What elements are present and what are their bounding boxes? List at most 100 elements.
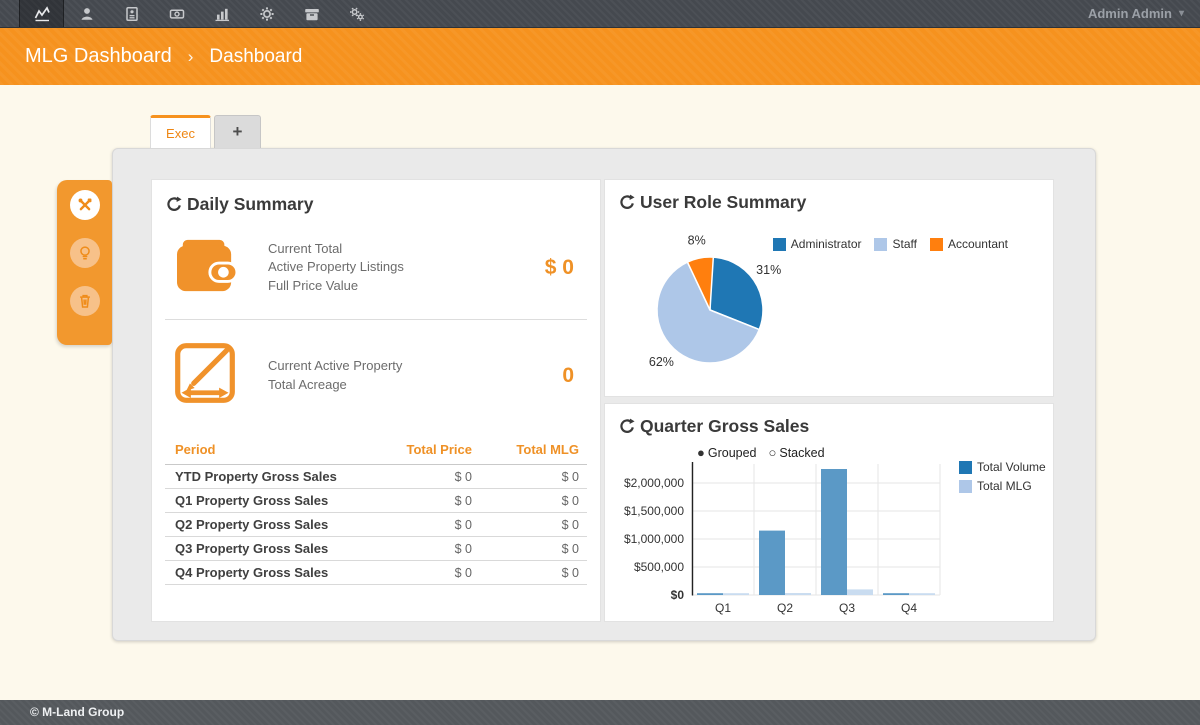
radio-label: Stacked: [779, 445, 825, 460]
legend-item-accountant[interactable]: Accountant: [929, 237, 1008, 251]
tab-exec[interactable]: Exec: [150, 115, 211, 148]
bar-total-volume-q1[interactable]: [697, 593, 723, 595]
ideas-button[interactable]: [69, 238, 100, 268]
table-row: Q3 Property Gross Sales $ 0 $ 0: [165, 536, 587, 561]
refresh-daily-summary-button[interactable]: [165, 196, 182, 213]
pie-value-label: 8%: [688, 233, 706, 247]
cogs-icon: [349, 7, 364, 21]
copyright-text: © M-Land Group: [30, 705, 125, 719]
tools-button[interactable]: [69, 190, 100, 220]
acreage-icon: [175, 343, 235, 403]
bar-chart-icon: [215, 8, 229, 21]
radio-stacked[interactable]: ○ Stacked: [769, 445, 825, 460]
lightbulb-icon: [79, 246, 90, 260]
daily-summary-panel: Daily Summary Current Total Active Prope…: [151, 179, 601, 622]
gear-icon: [259, 6, 274, 21]
y-axis-tick-label: $500,000: [634, 560, 684, 574]
nav-item-gear[interactable]: [244, 0, 289, 27]
footer: © M-Land Group: [0, 700, 1200, 725]
bar-total-mlg-q3[interactable]: [847, 589, 873, 595]
column-header-period: Period: [165, 434, 373, 465]
nav-item-id-card[interactable]: [109, 0, 154, 27]
radio-selected-icon: ●: [697, 445, 705, 460]
nav-item-cogs[interactable]: [334, 0, 379, 27]
nav-item-money[interactable]: [154, 0, 199, 27]
x-axis-tick-label: Q4: [901, 601, 917, 615]
money-icon: [169, 9, 184, 19]
pie-slice-administrator[interactable]: [709, 256, 764, 331]
x-axis-tick-label: Q3: [839, 601, 855, 615]
trash-button[interactable]: [69, 286, 100, 316]
nav-item-bar-chart[interactable]: [199, 0, 244, 27]
add-tab-icon: +: [232, 122, 243, 141]
total-price-cell: $ 0: [373, 464, 480, 489]
period-cell: Q2 Property Gross Sales: [165, 512, 373, 537]
period-cell: Q4 Property Gross Sales: [165, 560, 373, 585]
legend-item-staff[interactable]: Staff: [874, 237, 917, 251]
metric-value: 0: [562, 363, 574, 387]
user-role-pie-chart: 31% 62% 8%: [649, 233, 781, 369]
add-tab-button[interactable]: +: [214, 115, 261, 148]
wallet-icon: [177, 237, 239, 292]
legend-item-total-mlg[interactable]: Total MLG: [959, 479, 1046, 493]
pie-legend: Administrator Staff Accountant: [772, 237, 1008, 251]
refresh-user-role-button[interactable]: [618, 194, 635, 211]
legend-label: Total Volume: [977, 460, 1046, 474]
pie-value-label: 31%: [756, 263, 781, 277]
bar-mode-selector: ● Grouped ○ Stacked: [697, 445, 825, 460]
legend-label: Total MLG: [977, 479, 1032, 493]
column-header-total-price: Total Price: [373, 434, 480, 465]
total-mlg-cell: $ 0: [480, 536, 587, 561]
tools-icon: [78, 198, 91, 211]
users-icon: [81, 7, 92, 20]
legend-label: Administrator: [790, 237, 862, 251]
bar-total-mlg-q2[interactable]: [785, 593, 811, 595]
total-mlg-cell: $ 0: [480, 488, 587, 513]
breadcrumb-page[interactable]: Dashboard: [209, 45, 303, 67]
nav-item-line-chart[interactable]: [19, 0, 64, 27]
gross-sales-table: Period Total Price Total MLG YTD Propert…: [165, 434, 587, 585]
total-mlg-cell: $ 0: [480, 560, 587, 585]
dashboard-tabs: Exec +: [150, 115, 261, 148]
bar-total-mlg-q1[interactable]: [723, 593, 749, 595]
trash-icon: [79, 294, 90, 308]
legend-item-total-volume[interactable]: Total Volume: [959, 460, 1046, 474]
tab-exec-label: Exec: [166, 125, 195, 141]
pie-value-label: 62%: [649, 355, 674, 369]
bar-total-volume-q2[interactable]: [759, 530, 785, 595]
x-axis-tick-label: Q1: [715, 601, 731, 615]
panel-title: Quarter Gross Sales: [640, 416, 810, 436]
user-menu-label: Admin Admin: [1087, 6, 1172, 21]
table-row: YTD Property Gross Sales $ 0 $ 0: [165, 464, 587, 489]
legend-item-administrator[interactable]: Administrator: [772, 237, 862, 251]
period-cell: Q3 Property Gross Sales: [165, 536, 373, 561]
panel-title: User Role Summary: [640, 192, 807, 212]
radio-grouped[interactable]: ● Grouped: [697, 445, 757, 460]
total-price-cell: $ 0: [373, 560, 480, 585]
bar-total-mlg-q4[interactable]: [909, 593, 935, 595]
legend-swatch: [772, 237, 786, 251]
nav-item-archive[interactable]: [289, 0, 334, 27]
total-mlg-cell: $ 0: [480, 464, 587, 489]
refresh-quarter-sales-button[interactable]: [618, 418, 635, 435]
quarter-gross-sales-bar-chart: $0 $500,000 $1,000,000 $1,500,000 $2,000,000…: [624, 462, 941, 615]
pie-slice-staff[interactable]: [656, 261, 761, 364]
top-navbar: Admin Admin ▾: [0, 0, 1200, 28]
user-menu[interactable]: Admin Admin ▾: [1088, 0, 1200, 27]
legend-swatch: [929, 237, 943, 251]
bar-total-volume-q4[interactable]: [883, 593, 909, 595]
bar-total-volume-q3[interactable]: [821, 469, 847, 595]
pie-slice-accountant[interactable]: [686, 256, 715, 311]
total-price-cell: $ 0: [373, 536, 480, 561]
quarter-gross-sales-panel: $0 $500,000 $1,000,000 $1,500,000 $2,000,000…: [604, 403, 1054, 622]
radio-label: Grouped: [707, 445, 757, 460]
nav-item-users[interactable]: [64, 0, 109, 27]
metric-label: Current Total Active Property Listings F…: [268, 241, 404, 293]
metric-listings-value: Current Total Active Property Listings F…: [165, 215, 587, 320]
y-axis-tick-label: $0: [671, 588, 685, 602]
breadcrumb-app-title[interactable]: MLG Dashboard: [25, 45, 172, 67]
metric-value: $ 0: [544, 255, 574, 279]
breadcrumb-separator: ›: [187, 46, 194, 66]
legend-label: Staff: [892, 237, 917, 251]
breadcrumb: MLG Dashboard › Dashboard: [0, 28, 1200, 85]
